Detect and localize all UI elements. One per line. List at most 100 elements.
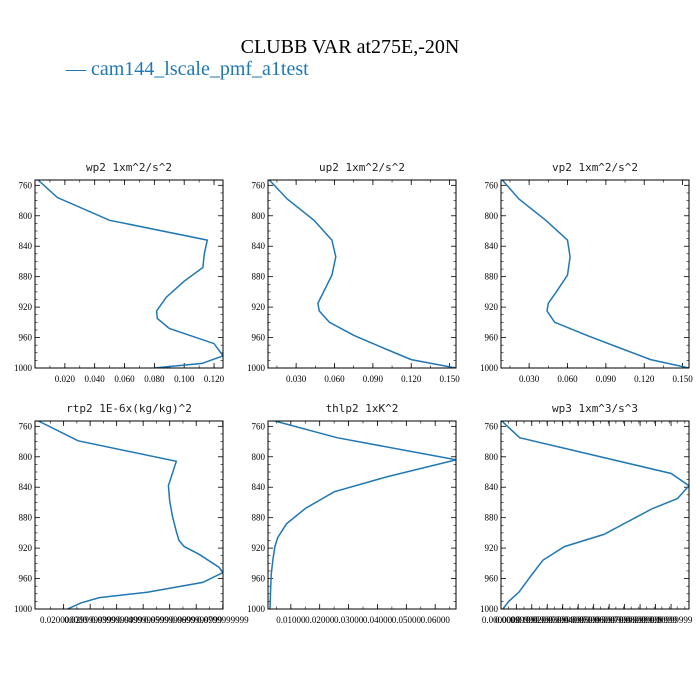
plot-frame xyxy=(500,420,690,610)
x-tick-label: 0.07999999 xyxy=(603,615,646,625)
y-tick-label: 800 xyxy=(252,452,266,462)
y-tick-label: 760 xyxy=(485,421,499,431)
x-tick-label: 0.030 xyxy=(286,374,307,384)
y-tick-label: 760 xyxy=(252,421,266,431)
y-tick-label: 920 xyxy=(485,302,499,312)
x-tick-label: 0.030 xyxy=(519,374,540,384)
plot-frame xyxy=(267,179,457,369)
y-tick-label: 960 xyxy=(252,574,266,584)
series-line xyxy=(37,180,223,368)
x-tick-label: 0.020 xyxy=(55,374,76,384)
x-tick-label: 0.04000 xyxy=(363,615,393,625)
plot-frame xyxy=(500,179,690,369)
y-tick-label: 880 xyxy=(19,513,33,523)
x-tick-label: 0.01999999 xyxy=(510,615,553,625)
plot-frame xyxy=(34,420,224,610)
y-tick-label: 1000 xyxy=(14,363,33,373)
subplot-2: up2 1xm^2/s^2 760 800 840 880 920 960 1000 0.030… xyxy=(247,161,460,384)
series-line xyxy=(268,180,456,368)
subplot-3: vp2 1xm^2/s^2 760 800 840 880 920 960 1000 0.030… xyxy=(480,161,693,384)
y-tick-label: 880 xyxy=(252,513,266,523)
subplot-6: wp3 1xm^3/s^3 760 800 840 880 920 960 10000.000… xyxy=(480,402,693,625)
y-tick-label: 960 xyxy=(485,574,499,584)
x-tick-label: 0.0000000 xyxy=(482,615,521,625)
y-tick-label: 1000 xyxy=(480,363,499,373)
y-tick-label: 800 xyxy=(485,211,499,221)
y-tick-label: 920 xyxy=(252,543,266,553)
y-tick-label: 800 xyxy=(19,211,33,221)
y-tick-label: 760 xyxy=(19,180,33,190)
subplot-title: rtp2 1E-6x(kg/kg)^2 xyxy=(66,402,192,415)
x-tick-label: 0.060 xyxy=(324,374,345,384)
y-tick-label: 880 xyxy=(485,272,499,282)
series-line xyxy=(269,421,456,609)
y-tick-label: 800 xyxy=(19,452,33,462)
y-tick-label: 960 xyxy=(19,574,33,584)
y-tick-label: 800 xyxy=(485,452,499,462)
x-tick-label: 0.01000 xyxy=(276,615,306,625)
y-tick-label: 880 xyxy=(19,272,33,282)
x-tick-label: 0.060 xyxy=(114,374,135,384)
y-tick-label: 840 xyxy=(485,482,499,492)
y-tick-label: 840 xyxy=(485,241,499,251)
figure-title: CLUBB VAR at275E,-20N xyxy=(240,36,460,58)
y-tick-label: 840 xyxy=(252,241,266,251)
y-tick-label: 1000 xyxy=(14,604,33,614)
x-tick-label: 0.120 xyxy=(204,374,225,384)
x-tick-label: 0.0399999999 xyxy=(91,615,143,625)
y-tick-label: 960 xyxy=(252,333,266,343)
x-tick-label: 0.0299999999 xyxy=(64,615,116,625)
y-tick-label: 840 xyxy=(19,482,33,492)
x-tick-label: 0.02000 xyxy=(305,615,335,625)
x-tick-label: 0.100 xyxy=(174,374,195,384)
subplot-4: rtp2 1E-6x(kg/kg)^2 760 800 840 880 920 960 100… xyxy=(14,402,249,625)
x-tick-label: 0.06999999 xyxy=(588,615,631,625)
y-tick-label: 800 xyxy=(252,211,266,221)
plot-frame xyxy=(267,420,457,610)
x-tick-label: 0.05000 xyxy=(392,615,422,625)
x-tick-label: 0.120 xyxy=(401,374,422,384)
x-tick-label: 0.04999999 xyxy=(557,615,600,625)
y-tick-label: 1000 xyxy=(247,604,266,614)
x-tick-label: 0.03000 xyxy=(334,615,364,625)
x-tick-label: 0.150 xyxy=(439,374,460,384)
x-tick-label: 0.10999999 xyxy=(650,615,693,625)
x-tick-label: 0.0599999999 xyxy=(144,615,196,625)
y-tick-label: 960 xyxy=(485,333,499,343)
series-line xyxy=(501,180,689,368)
subplot-title: up2 1xm^2/s^2 xyxy=(319,161,405,174)
y-tick-label: 760 xyxy=(485,180,499,190)
y-tick-label: 920 xyxy=(252,302,266,312)
x-tick-label: 0.08999999 xyxy=(619,615,662,625)
y-tick-label: 760 xyxy=(252,180,266,190)
x-tick-label: 0.060 xyxy=(557,374,578,384)
legend-entry: — cam144_lscale_pmf_a1test xyxy=(66,58,309,80)
y-tick-label: 880 xyxy=(485,513,499,523)
x-tick-label: 0.090 xyxy=(363,374,384,384)
series-line xyxy=(38,421,223,609)
y-tick-label: 880 xyxy=(252,272,266,282)
subplot-title: thlp2 1xK^2 xyxy=(326,402,399,415)
x-tick-label: 0.00999999 xyxy=(495,615,538,625)
x-tick-label: 0.02999999 xyxy=(526,615,569,625)
x-tick-label: 0.0699999999 xyxy=(170,615,222,625)
y-tick-label: 920 xyxy=(19,543,33,553)
y-tick-label: 840 xyxy=(252,482,266,492)
x-tick-label: 0.150 xyxy=(672,374,693,384)
y-tick-label: 1000 xyxy=(480,604,499,614)
x-tick-label: 0.0499999999 xyxy=(117,615,169,625)
x-tick-label: 0.06000 xyxy=(421,615,451,625)
y-tick-label: 960 xyxy=(19,333,33,343)
x-tick-label: 0.05999999 xyxy=(572,615,615,625)
subplot-title: vp2 1xm^2/s^2 xyxy=(552,161,638,174)
plot-frame xyxy=(34,179,224,369)
x-tick-label: 0.020000000 xyxy=(40,615,88,625)
x-tick-label: 0.090 xyxy=(596,374,617,384)
y-tick-label: 760 xyxy=(19,421,33,431)
y-tick-label: 920 xyxy=(485,543,499,553)
subplot-1: wp2 1xm^2/s^2 760 800 840 880 920 960 1000 0.020… xyxy=(14,161,225,384)
subplot-5: thlp2 1xK^2 760 800 840 880 920 960 1000 0.01000… xyxy=(247,402,457,625)
x-tick-label: 0.0799999999 xyxy=(197,615,249,625)
x-tick-label: 0.03999999 xyxy=(541,615,584,625)
